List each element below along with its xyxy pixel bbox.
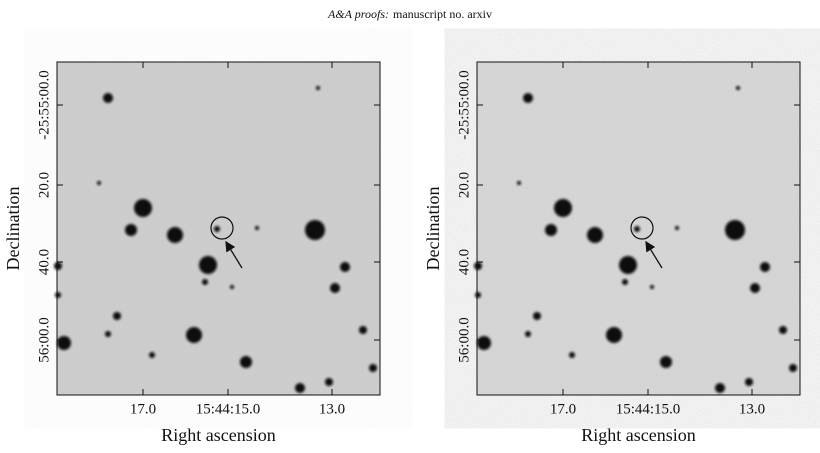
star bbox=[255, 226, 259, 230]
star bbox=[760, 262, 770, 272]
arrow bbox=[645, 240, 663, 269]
x-axis-label: Right ascension bbox=[161, 425, 276, 445]
x-tick-label: 13.0 bbox=[739, 401, 765, 417]
star bbox=[202, 279, 208, 285]
star bbox=[369, 364, 377, 372]
journal: A&A proofs: bbox=[327, 7, 389, 21]
star bbox=[725, 220, 745, 240]
arrow bbox=[225, 240, 243, 269]
star bbox=[214, 226, 220, 232]
star bbox=[54, 262, 62, 270]
x-tick-label: 13.0 bbox=[319, 401, 345, 417]
y-tick-label: -25:55:00.0 bbox=[36, 70, 52, 140]
star bbox=[199, 256, 217, 274]
star bbox=[533, 312, 541, 320]
y-tick-label: 40.0 bbox=[456, 249, 472, 275]
star bbox=[186, 327, 202, 343]
star bbox=[779, 326, 787, 334]
y-tick-label: -25:55:00.0 bbox=[456, 70, 472, 140]
star bbox=[606, 327, 622, 343]
x-tick-label: 17.0 bbox=[130, 401, 156, 417]
star bbox=[789, 364, 797, 372]
x-tick-label: 15:44:15.0 bbox=[616, 401, 681, 417]
star bbox=[103, 93, 113, 103]
star bbox=[474, 262, 482, 270]
star bbox=[359, 326, 367, 334]
x-tick-label: 15:44:15.0 bbox=[196, 401, 261, 417]
star bbox=[517, 181, 521, 185]
y-tick-label: 20.0 bbox=[36, 172, 52, 198]
star bbox=[569, 352, 575, 358]
star bbox=[325, 378, 333, 386]
star bbox=[240, 356, 252, 368]
star bbox=[55, 292, 61, 298]
star bbox=[57, 336, 71, 350]
star bbox=[736, 86, 740, 90]
star bbox=[149, 352, 155, 358]
header: A&A proofs: manuscript no. arxiv bbox=[327, 7, 492, 21]
star bbox=[523, 93, 533, 103]
star bbox=[134, 199, 152, 217]
star bbox=[650, 285, 654, 289]
star bbox=[125, 224, 137, 236]
star bbox=[745, 378, 753, 386]
frame bbox=[476, 61, 801, 396]
y-axis-label: Declination bbox=[423, 187, 443, 271]
star bbox=[587, 227, 603, 243]
frame bbox=[56, 61, 381, 396]
manuscript: manuscript no. arxiv bbox=[393, 7, 492, 21]
star bbox=[619, 256, 637, 274]
star bbox=[477, 336, 491, 350]
target-circle bbox=[630, 216, 654, 240]
star bbox=[97, 181, 101, 185]
star bbox=[715, 383, 725, 393]
star bbox=[230, 285, 234, 289]
star bbox=[475, 292, 481, 298]
star bbox=[660, 356, 672, 368]
star bbox=[622, 279, 628, 285]
y-tick-label: 40.0 bbox=[36, 249, 52, 275]
star bbox=[634, 226, 640, 232]
star bbox=[113, 312, 121, 320]
star bbox=[330, 283, 340, 293]
x-tick-label: 17.0 bbox=[550, 401, 576, 417]
y-axis-label: Declination bbox=[3, 187, 23, 271]
star bbox=[554, 199, 572, 217]
star bbox=[675, 226, 679, 230]
star bbox=[545, 224, 557, 236]
target-circle bbox=[210, 216, 234, 240]
star bbox=[295, 383, 305, 393]
y-tick-label: 56:00.0 bbox=[36, 317, 52, 362]
image-panel bbox=[54, 61, 381, 396]
star bbox=[340, 262, 350, 272]
star bbox=[525, 331, 531, 337]
star bbox=[167, 227, 183, 243]
star bbox=[105, 331, 111, 337]
x-axis-label: Right ascension bbox=[581, 425, 696, 445]
star bbox=[316, 86, 320, 90]
y-tick-label: 20.0 bbox=[456, 172, 472, 198]
y-tick-label: 56:00.0 bbox=[456, 317, 472, 362]
image-panel bbox=[474, 61, 801, 396]
star bbox=[750, 283, 760, 293]
star bbox=[305, 220, 325, 240]
